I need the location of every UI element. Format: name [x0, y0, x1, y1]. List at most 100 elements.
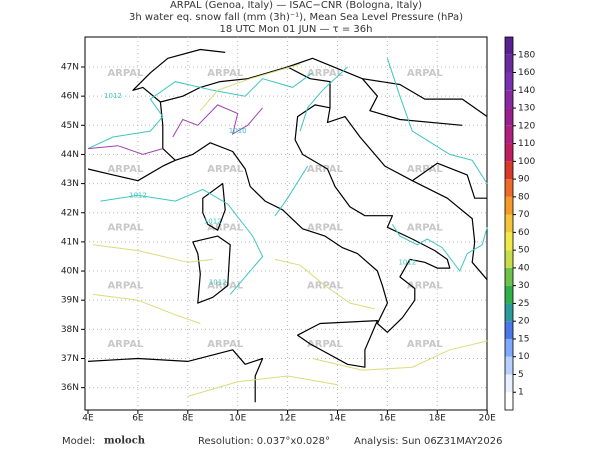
y-axis-label: 37N — [61, 354, 79, 364]
colorbar-label: 70 — [518, 210, 530, 220]
colorbar-label: 130 — [518, 104, 535, 114]
model-label: Model: — [62, 436, 95, 447]
coastline — [287, 57, 488, 118]
map-frame — [84, 36, 488, 411]
x-axis-label: 16E — [379, 414, 396, 424]
colorbar-segment — [505, 125, 513, 144]
colorbar-segment — [505, 321, 513, 339]
watermark: ARPAL — [307, 222, 344, 233]
contour-label: 1012 — [204, 217, 222, 225]
y-axis-label: 40N — [61, 267, 79, 277]
colorbar-segment — [505, 54, 513, 73]
isobar — [391, 224, 488, 272]
watermark: ARPAL — [407, 339, 444, 350]
contour-label: 1012 — [398, 258, 416, 266]
isobar — [274, 165, 309, 216]
watermark: ARPAL — [207, 339, 244, 350]
contour-label: 1012 — [209, 279, 227, 287]
colorbar-label: 160 — [518, 68, 535, 78]
colorbar-segment — [505, 285, 513, 304]
coastline — [411, 162, 488, 199]
isobar — [312, 340, 488, 371]
header-line: ARPAL (Genoa, Italy) — ISAC−CNR (Bologna… — [170, 0, 422, 11]
coastline — [297, 320, 378, 368]
colorbar-label: 25 — [518, 299, 529, 309]
colorbar-label: 10 — [518, 352, 530, 362]
colorbar-label: 30 — [518, 281, 530, 291]
y-axis-label: 45N — [61, 121, 79, 131]
colorbar-label: 5 — [518, 370, 524, 380]
colorbar-label: 120 — [518, 121, 535, 131]
resolution: Resolution: 0.037°x0.028° — [198, 436, 330, 447]
isobar — [274, 258, 376, 310]
colorbar-segment — [505, 161, 513, 180]
isobar — [386, 58, 488, 184]
snowfall-contour — [172, 104, 263, 138]
isobar — [92, 244, 213, 263]
coastline — [132, 48, 226, 103]
colorbar-label: 50 — [518, 246, 530, 256]
coastline — [202, 183, 226, 231]
y-axis-label: 46N — [61, 92, 79, 102]
x-axis-label: 6E — [132, 414, 144, 424]
x-axis-label: 4E — [82, 414, 94, 424]
contour-label: 1010 — [229, 127, 247, 135]
y-axis-label: 42N — [61, 208, 79, 218]
watermark: ARPAL — [207, 164, 244, 175]
x-axis-label: 20E — [479, 414, 496, 424]
x-axis-label: 8E — [182, 414, 194, 424]
colorbar-label: 110 — [518, 139, 535, 149]
isobar — [187, 375, 338, 397]
y-axis-label: 44N — [61, 150, 79, 160]
watermark: ARPAL — [207, 68, 244, 79]
y-axis-label: 47N — [61, 63, 79, 73]
coastline — [159, 66, 331, 161]
contour-label: 1012 — [129, 191, 147, 199]
colorbar-segment — [505, 143, 513, 162]
watermark: ARPAL — [407, 164, 444, 175]
x-axis-label: 14E — [329, 414, 346, 424]
x-axis-label: 12E — [279, 414, 296, 424]
colorbar-frame — [504, 36, 514, 411]
isobar — [92, 293, 201, 324]
colorbar-segment — [505, 196, 513, 215]
watermark: ARPAL — [107, 222, 144, 233]
y-axis-label: 43N — [61, 179, 79, 189]
watermark: ARPAL — [407, 68, 444, 79]
colorbar-label: 180 — [518, 50, 535, 60]
isobar — [87, 72, 313, 150]
watermark: ARPAL — [207, 222, 244, 233]
watermark: ARPAL — [307, 68, 344, 79]
watermark: ARPAL — [107, 68, 144, 79]
y-axis-label: 39N — [61, 296, 79, 306]
colorbar-label: 140 — [518, 86, 535, 96]
watermark: ARPAL — [307, 339, 344, 350]
analysis: Analysis: Sun 06Z31MAY2026 — [354, 436, 503, 447]
colorbar-segment — [505, 90, 513, 109]
header-line: 18 UTC Mon 01 JUN — τ = 36h — [220, 24, 373, 35]
colorbar-segment — [505, 72, 513, 91]
header-line: 3h water eq. snow fall (mm (3h)⁻¹), Mean… — [129, 12, 463, 23]
colorbar-segment — [505, 303, 513, 322]
snowfall-contour — [87, 145, 163, 155]
isobar — [299, 66, 348, 132]
colorbar-segment — [505, 179, 513, 197]
watermark: ARPAL — [107, 339, 144, 350]
watermark: ARPAL — [407, 281, 444, 292]
coastline — [87, 104, 488, 333]
colorbar-segment — [505, 37, 513, 55]
colorbar-label: 1 — [518, 388, 524, 398]
colorbar-label: 90 — [518, 175, 530, 185]
colorbar-segment — [505, 374, 513, 393]
colorbar-label: 15 — [518, 334, 529, 344]
contour-label: 1012 — [104, 92, 122, 100]
coastline — [192, 235, 231, 304]
isobar — [100, 188, 264, 295]
y-axis-label: 38N — [61, 325, 79, 335]
colorbar-segment — [505, 356, 513, 375]
colorbar-label: 100 — [518, 157, 535, 167]
colorbar-segment — [505, 338, 513, 357]
colorbar-segment — [505, 267, 513, 286]
